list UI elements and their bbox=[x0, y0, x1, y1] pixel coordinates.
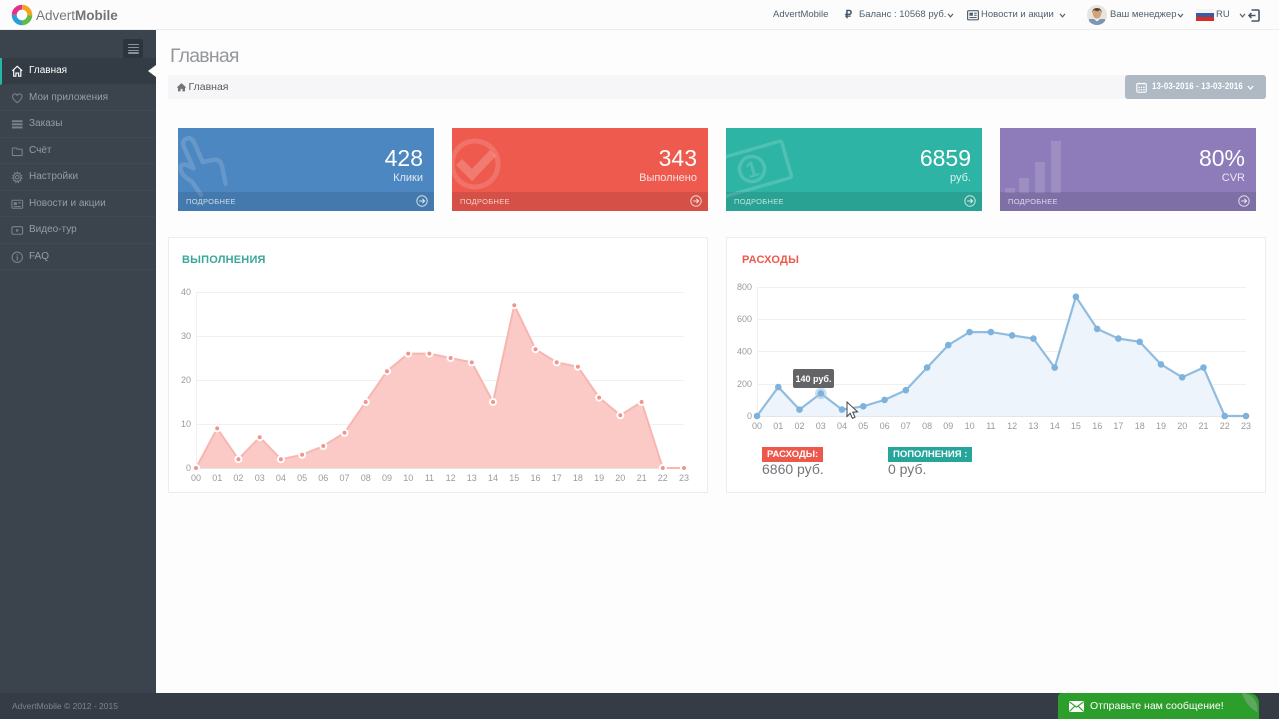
svg-text:21: 21 bbox=[1198, 421, 1208, 431]
svg-text:07: 07 bbox=[339, 473, 349, 483]
svg-text:14: 14 bbox=[488, 473, 498, 483]
svg-text:14: 14 bbox=[1050, 421, 1060, 431]
svg-text:06: 06 bbox=[318, 473, 328, 483]
svg-text:03: 03 bbox=[816, 421, 826, 431]
svg-text:20: 20 bbox=[1177, 421, 1187, 431]
svg-text:03: 03 bbox=[255, 473, 265, 483]
svg-text:04: 04 bbox=[837, 421, 847, 431]
svg-text:400: 400 bbox=[737, 347, 752, 357]
svg-text:00: 00 bbox=[191, 473, 201, 483]
svg-text:09: 09 bbox=[382, 473, 392, 483]
svg-text:13: 13 bbox=[467, 473, 477, 483]
svg-text:12: 12 bbox=[446, 473, 456, 483]
svg-text:0: 0 bbox=[186, 463, 191, 473]
svg-text:21: 21 bbox=[637, 473, 647, 483]
svg-text:07: 07 bbox=[901, 421, 911, 431]
svg-text:13: 13 bbox=[1028, 421, 1038, 431]
svg-text:11: 11 bbox=[425, 473, 434, 483]
svg-text:40: 40 bbox=[181, 287, 191, 297]
svg-text:16: 16 bbox=[1092, 421, 1102, 431]
svg-text:600: 600 bbox=[737, 314, 752, 324]
svg-text:20: 20 bbox=[615, 473, 625, 483]
svg-text:08: 08 bbox=[361, 473, 371, 483]
svg-text:01: 01 bbox=[773, 421, 783, 431]
svg-text:17: 17 bbox=[1113, 421, 1123, 431]
svg-text:10: 10 bbox=[403, 473, 413, 483]
svg-text:140 руб.: 140 руб. bbox=[796, 374, 832, 384]
svg-text:20: 20 bbox=[181, 375, 191, 385]
svg-text:10: 10 bbox=[965, 421, 975, 431]
svg-text:22: 22 bbox=[1220, 421, 1230, 431]
svg-text:02: 02 bbox=[794, 421, 804, 431]
svg-text:11: 11 bbox=[986, 421, 995, 431]
svg-text:22: 22 bbox=[658, 473, 668, 483]
svg-text:02: 02 bbox=[233, 473, 243, 483]
svg-text:15: 15 bbox=[509, 473, 519, 483]
svg-text:00: 00 bbox=[752, 421, 762, 431]
svg-text:18: 18 bbox=[1135, 421, 1145, 431]
svg-text:200: 200 bbox=[737, 379, 752, 389]
svg-text:19: 19 bbox=[594, 473, 604, 483]
svg-text:30: 30 bbox=[181, 331, 191, 341]
svg-text:18: 18 bbox=[573, 473, 583, 483]
svg-text:08: 08 bbox=[922, 421, 932, 431]
svg-text:800: 800 bbox=[737, 282, 752, 292]
svg-text:15: 15 bbox=[1071, 421, 1081, 431]
svg-text:05: 05 bbox=[858, 421, 868, 431]
svg-text:16: 16 bbox=[530, 473, 540, 483]
svg-text:23: 23 bbox=[1241, 421, 1251, 431]
svg-text:23: 23 bbox=[679, 473, 689, 483]
svg-text:06: 06 bbox=[880, 421, 890, 431]
svg-text:05: 05 bbox=[297, 473, 307, 483]
svg-text:0: 0 bbox=[747, 411, 752, 421]
svg-text:10: 10 bbox=[181, 419, 191, 429]
svg-text:19: 19 bbox=[1156, 421, 1166, 431]
svg-text:12: 12 bbox=[1007, 421, 1017, 431]
svg-text:04: 04 bbox=[276, 473, 286, 483]
svg-text:09: 09 bbox=[943, 421, 953, 431]
svg-text:01: 01 bbox=[212, 473, 222, 483]
svg-text:17: 17 bbox=[552, 473, 562, 483]
